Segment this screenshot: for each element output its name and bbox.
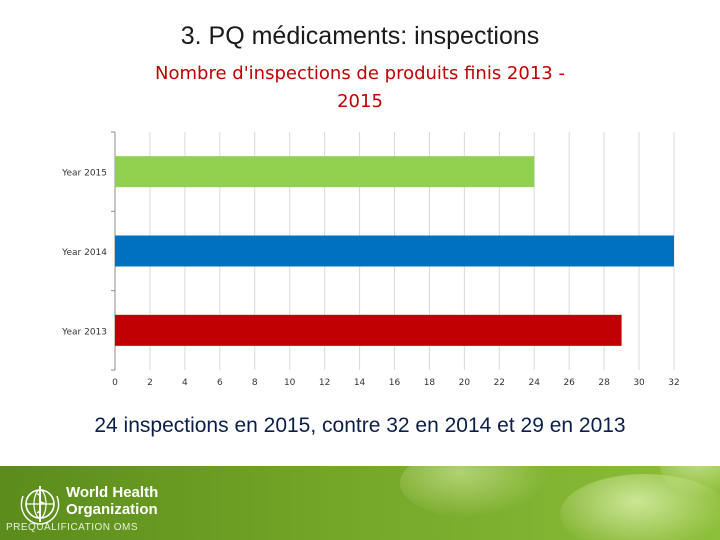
x-tick-label: 26 [563, 378, 575, 388]
x-tick-label: 22 [494, 378, 505, 388]
bar [115, 314, 622, 346]
x-tick-label: 2 [147, 378, 153, 388]
bar [115, 235, 674, 267]
org-name-line2: Organization [66, 501, 158, 518]
category-label: Year 2013 [61, 327, 107, 337]
program-label: PREQUALIFICATION OMS [6, 522, 139, 533]
slide-title: 3. PQ médicaments: inspections [180, 22, 540, 50]
x-tick-label: 0 [112, 378, 118, 388]
x-tick-label: 24 [529, 378, 541, 388]
category-label: Year 2014 [61, 248, 107, 258]
category-label: Year 2015 [61, 169, 107, 179]
chart-title-line1: Nombre d'inspections de produits finis 2… [155, 63, 565, 84]
x-tick-label: 6 [217, 378, 223, 388]
x-tick-label: 20 [459, 378, 471, 388]
organization-name: World Health Organization [66, 484, 158, 518]
who-emblem-icon [20, 486, 60, 525]
x-tick-label: 4 [182, 378, 188, 388]
x-tick-label: 8 [252, 378, 258, 388]
x-tick-label: 14 [354, 378, 366, 388]
chart-title: Nombre d'inspections de produits finis 2… [0, 60, 720, 116]
chart-title-line2: 2015 [337, 91, 383, 112]
pill-decoration [400, 466, 550, 518]
summary-caption: 24 inspections en 2015, contre 32 en 201… [94, 414, 626, 437]
x-tick-label: 16 [389, 378, 401, 388]
org-name-line1: World Health [66, 484, 159, 501]
x-tick-label: 28 [598, 378, 610, 388]
x-tick-label: 32 [668, 378, 679, 388]
footer-banner: World Health Organization PREQUALIFICATI… [0, 466, 720, 540]
x-tick-label: 18 [424, 378, 436, 388]
x-tick-label: 30 [633, 378, 645, 388]
x-tick-label: 10 [284, 378, 296, 388]
bar [115, 156, 535, 188]
x-tick-label: 12 [319, 378, 330, 388]
